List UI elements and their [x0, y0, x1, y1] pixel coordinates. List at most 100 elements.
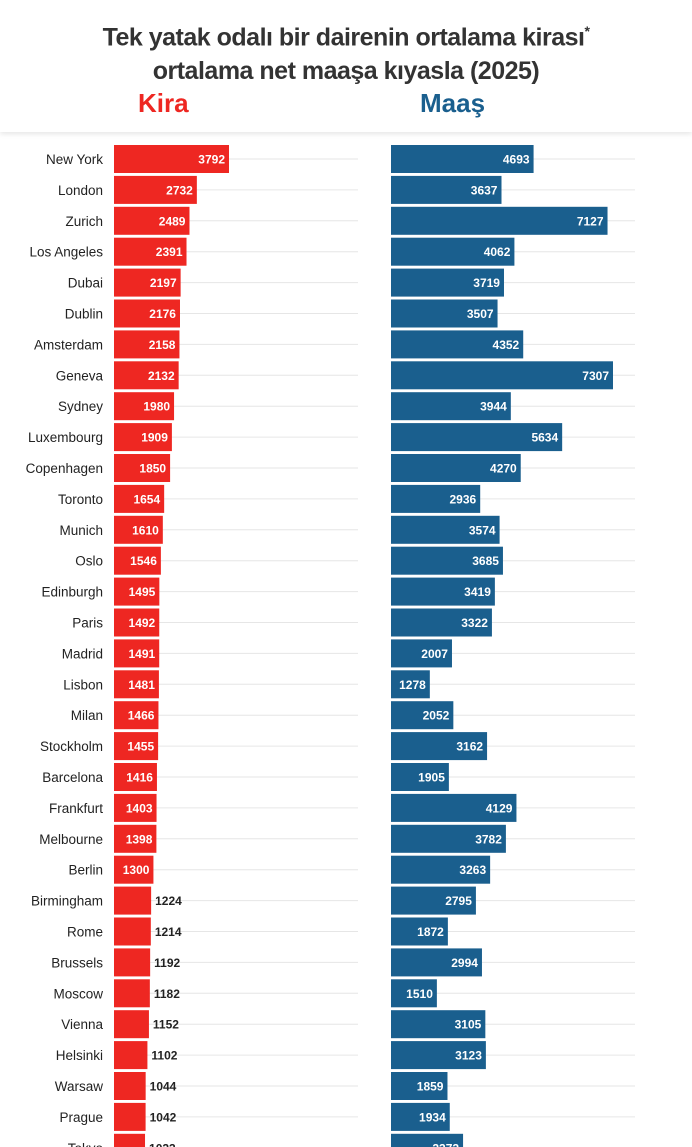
city-label: Dublin — [65, 307, 103, 322]
salary-value-label: 2795 — [445, 894, 472, 908]
city-label: Toronto — [58, 492, 103, 507]
city-label: Rome — [67, 925, 103, 940]
city-label: Madrid — [62, 646, 103, 661]
city-label: Los Angeles — [29, 245, 103, 260]
city-label: Barcelona — [42, 770, 103, 785]
rent-bar — [114, 268, 181, 297]
rent-value-label: 1042 — [150, 1110, 177, 1124]
rent-bar — [114, 1041, 148, 1070]
rent-bar — [114, 732, 159, 761]
rent-value-label: 1610 — [132, 523, 159, 537]
salary-bar — [391, 484, 481, 513]
rent-bar — [114, 299, 180, 328]
salary-bar — [391, 855, 491, 884]
rent-value-label: 2489 — [159, 214, 186, 228]
salary-value-label: 1859 — [417, 1080, 444, 1094]
rent-value-label: 1398 — [126, 832, 153, 846]
city-label: New York — [46, 152, 103, 167]
city-label: Berlin — [68, 863, 103, 878]
salary-bar — [391, 886, 476, 915]
city-label: Lisbon — [63, 677, 103, 692]
salary-value-label: 7307 — [582, 369, 609, 383]
salary-value-label: 2372 — [432, 1141, 459, 1147]
salary-bar — [391, 454, 521, 482]
salary-value-label: 3944 — [480, 400, 507, 414]
chart-title: Tek yatak odalı bir dairenin ortalama ki… — [0, 14, 692, 88]
rent-bar — [114, 948, 151, 977]
rent-bar — [114, 484, 165, 513]
salary-bar — [391, 1102, 450, 1131]
rent-bar — [114, 701, 159, 730]
legend-salary: Maaş — [420, 88, 486, 118]
city-label: Edinburgh — [41, 585, 103, 600]
city-label: Helsinki — [56, 1048, 103, 1063]
salary-value-label: 1934 — [419, 1110, 446, 1124]
salary-bar — [391, 175, 502, 204]
salary-bar — [391, 577, 495, 606]
salary-bar — [391, 392, 511, 421]
rent-bar — [114, 1072, 146, 1100]
rent-value-label: 2132 — [148, 369, 175, 383]
rent-bar — [114, 577, 160, 606]
salary-value-label: 5634 — [531, 431, 558, 445]
salary-value-label: 3637 — [471, 183, 498, 197]
salary-bar — [391, 330, 524, 359]
salary-value-label: 4129 — [486, 801, 513, 815]
salary-bar — [391, 299, 498, 328]
salary-bar — [391, 824, 506, 853]
rent-bar — [114, 330, 180, 359]
salary-bar — [391, 979, 437, 1008]
salary-bar — [391, 515, 500, 544]
salary-value-label: 3782 — [475, 832, 502, 846]
chart-header: Tek yatak odalı bir dairenin ortalama ki… — [0, 0, 692, 132]
rent-value-label: 1214 — [155, 925, 182, 939]
rent-bar — [114, 515, 163, 544]
city-label: Stockholm — [40, 739, 103, 754]
salary-value-label: 3574 — [469, 523, 496, 537]
rent-bar — [114, 1102, 146, 1131]
salary-bar — [391, 917, 448, 946]
salary-bar — [391, 237, 515, 266]
rent-bar — [114, 145, 229, 173]
salary-value-label: 3322 — [461, 616, 488, 630]
rent-value-label: 1182 — [154, 987, 180, 1001]
rent-value-label: 1455 — [127, 740, 154, 754]
city-label: Zurich — [65, 214, 103, 229]
salary-bar — [391, 793, 517, 822]
rent-bar — [114, 175, 197, 204]
city-label: Amsterdam — [34, 337, 103, 352]
rent-value-label: 1102 — [151, 1049, 177, 1063]
legend-rent: Kira — [138, 88, 189, 118]
salary-value-label: 4352 — [493, 338, 520, 352]
salary-value-label: 2007 — [421, 647, 448, 661]
rent-value-label: 1192 — [154, 956, 180, 970]
rent-value-label: 1850 — [139, 462, 166, 476]
city-label: Vienna — [61, 1017, 103, 1032]
rent-value-label: 1416 — [126, 771, 153, 785]
salary-bar — [391, 670, 430, 699]
city-label: Milan — [71, 708, 103, 723]
salary-value-label: 3685 — [472, 554, 499, 568]
salary-value-label: 1278 — [399, 678, 426, 692]
rent-value-label: 1466 — [128, 709, 155, 723]
salary-bar — [391, 1041, 486, 1070]
rent-value-label: 1980 — [143, 400, 170, 414]
city-label: London — [58, 183, 103, 198]
salary-bar — [391, 206, 608, 235]
rent-value-label: 1044 — [150, 1080, 177, 1094]
city-label: Munich — [59, 523, 103, 538]
salary-value-label: 3162 — [456, 740, 483, 754]
rent-bar — [114, 639, 160, 668]
salary-bar — [391, 1010, 486, 1039]
rent-value-label: 2732 — [166, 183, 193, 197]
salary-value-label: 4693 — [503, 153, 530, 167]
rent-value-label: 1495 — [129, 585, 156, 599]
salary-bar — [391, 145, 534, 173]
city-label: Frankfurt — [49, 801, 103, 816]
rent-bar — [114, 763, 157, 791]
salary-value-label: 3105 — [455, 1018, 482, 1032]
salary-bar — [391, 639, 452, 668]
salary-bar — [391, 361, 613, 390]
salary-bar — [391, 1072, 448, 1100]
